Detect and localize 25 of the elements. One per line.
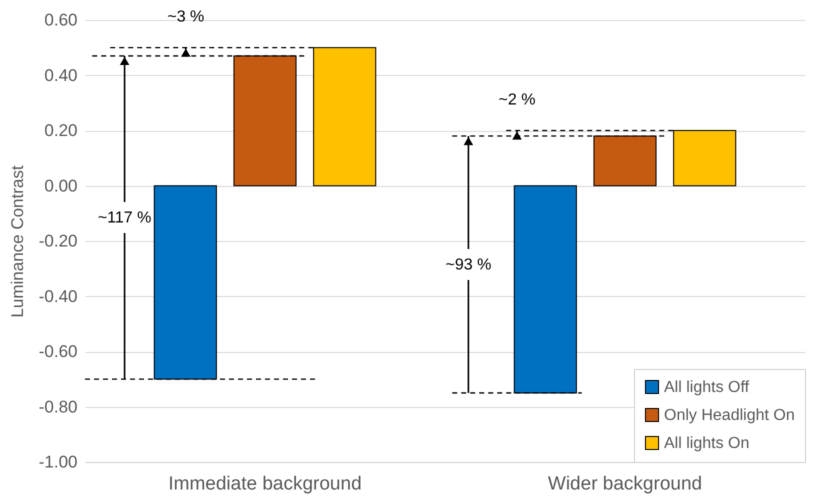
legend-label: Only Headlight On <box>664 407 795 424</box>
annotation: ~117 % <box>98 210 152 227</box>
y-tick-label: 0.60 <box>44 10 78 30</box>
x-tick-label: Wider background <box>548 474 702 494</box>
bar <box>514 185 577 394</box>
annotation: ~93 % <box>445 256 492 274</box>
annotation: ~3 % <box>167 8 204 26</box>
bar <box>154 185 217 380</box>
bar <box>673 130 736 186</box>
y-tick-label: -0.40 <box>38 286 78 306</box>
bar <box>593 136 657 186</box>
y-tick-label: -0.20 <box>38 232 78 250</box>
annotation: ~2 % <box>498 92 536 109</box>
y-tick-label: 0.00 <box>44 176 78 196</box>
legend-label: All lights On <box>664 435 750 452</box>
bar <box>233 55 297 186</box>
y-tick-label: -0.60 <box>38 342 78 361</box>
y-tick-label: -1.00 <box>38 452 78 472</box>
bar <box>313 47 376 186</box>
y-axis-title: Luminance Contrast <box>8 165 27 318</box>
y-tick-label: 0.20 <box>44 121 78 140</box>
y-tick-label: 0.40 <box>44 66 78 85</box>
legend-label: All lights Off <box>664 379 750 396</box>
y-tick-label: -0.80 <box>38 397 78 416</box>
x-tick-label: Immediate background <box>168 474 362 494</box>
